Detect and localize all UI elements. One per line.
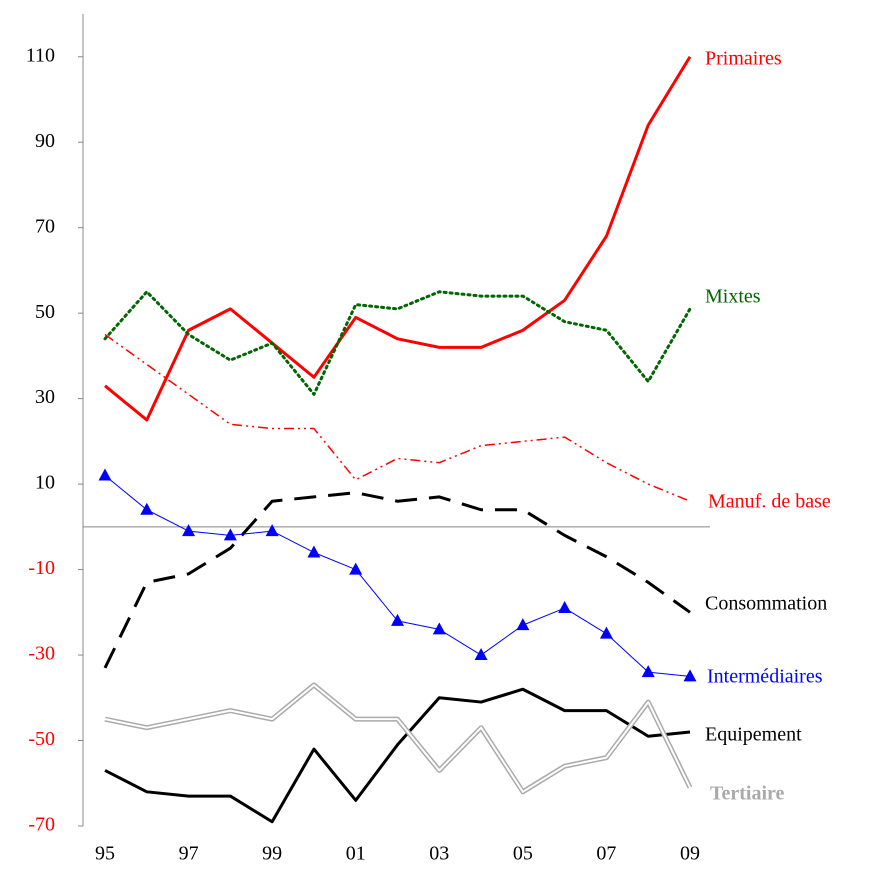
series-line-inner (104, 683, 691, 793)
y-tick-label: 50 (35, 301, 55, 323)
x-tick-label: 99 (262, 843, 282, 865)
marker (349, 562, 363, 575)
x-tick-label: 01 (346, 843, 366, 865)
y-tick-label: 30 (35, 386, 55, 408)
marker (558, 601, 572, 614)
x-tick-label: 95 (95, 843, 115, 865)
y-tick-label: 70 (35, 215, 55, 237)
series-line (103, 491, 691, 669)
marker (391, 613, 404, 626)
series-label: Mixtes (705, 286, 761, 308)
series-line (104, 682, 693, 795)
x-tick-label: 07 (596, 843, 616, 865)
series-line (104, 687, 691, 824)
x-tick-label: 05 (513, 843, 533, 865)
series-label: Primaires (705, 48, 782, 70)
marker (432, 622, 446, 635)
y-tick-label: 10 (35, 472, 55, 494)
x-tick-label: 03 (429, 843, 449, 865)
marker (599, 626, 613, 639)
series-label: Manuf. de base (708, 491, 831, 513)
series-line (104, 475, 691, 677)
series-label: Tertiaire (710, 783, 785, 805)
y-tick-label: 110 (26, 44, 55, 66)
series-line (104, 55, 692, 422)
marker (474, 648, 488, 661)
marker (516, 618, 530, 631)
marker (98, 468, 112, 481)
y-tick-label: -30 (28, 643, 55, 665)
series-label: Consommation (705, 593, 827, 615)
marker (683, 669, 697, 682)
series-line (103, 290, 692, 396)
marker (182, 524, 196, 537)
marker (641, 665, 655, 678)
x-tick-label: 09 (680, 843, 700, 865)
y-tick-label: -10 (28, 557, 55, 579)
marker (223, 528, 237, 541)
x-tick-label: 97 (179, 843, 199, 865)
marker (307, 545, 321, 558)
series-label: Equipement (705, 724, 802, 746)
y-tick-label: -70 (28, 814, 55, 836)
marker (140, 502, 154, 515)
y-tick-label: 90 (35, 130, 55, 152)
marker (265, 524, 279, 537)
series-label: Intermédiaires (707, 666, 823, 688)
series-line (104, 333, 691, 502)
y-tick-label: -50 (28, 728, 55, 750)
